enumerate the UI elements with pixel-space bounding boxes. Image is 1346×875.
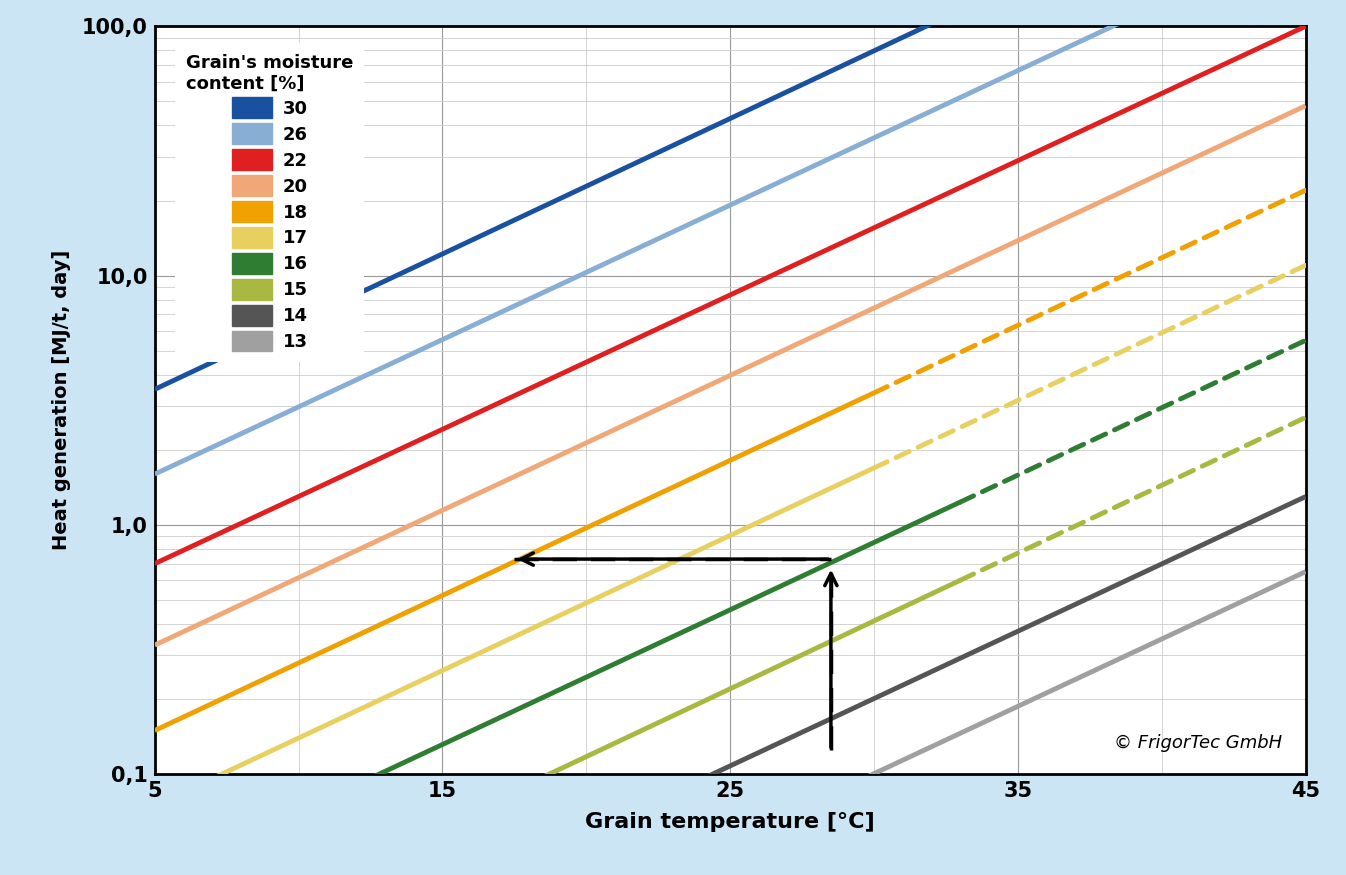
Y-axis label: Heat generation [MJ/t, day]: Heat generation [MJ/t, day] bbox=[52, 250, 71, 550]
Legend: 30, 26, 22, 20, 18, 17, 16, 15, 14, 13: 30, 26, 22, 20, 18, 17, 16, 15, 14, 13 bbox=[175, 43, 365, 362]
X-axis label: Grain temperature [°C]: Grain temperature [°C] bbox=[586, 812, 875, 832]
Text: © FrigorTec GmbH: © FrigorTec GmbH bbox=[1114, 734, 1283, 752]
